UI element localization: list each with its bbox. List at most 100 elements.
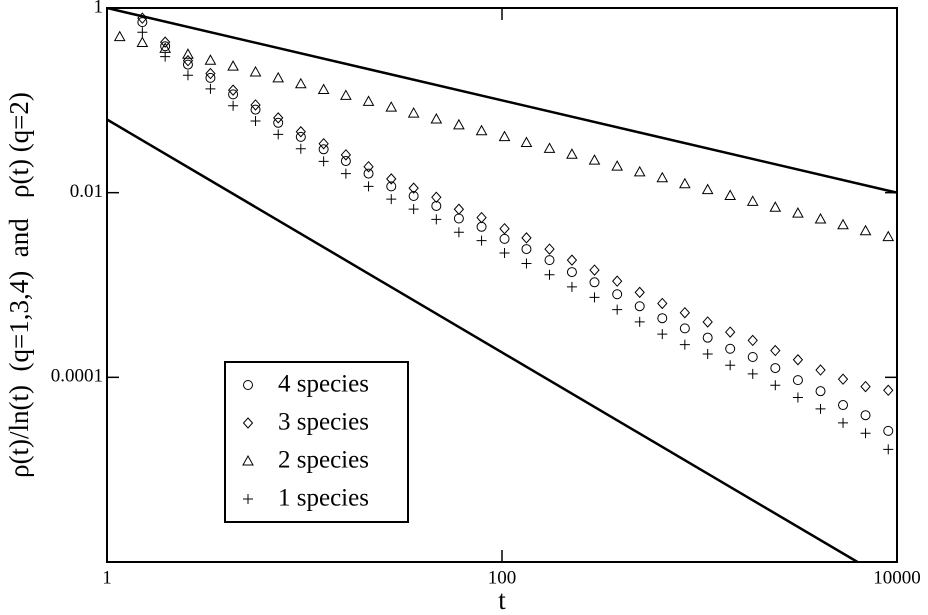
marker [340, 168, 351, 179]
marker [860, 380, 871, 393]
marker [634, 286, 645, 299]
marker [317, 83, 330, 95]
marker [227, 60, 239, 71]
marker [769, 201, 782, 212]
marker [136, 36, 149, 48]
marker [113, 30, 126, 42]
marker [724, 189, 737, 200]
marker [679, 323, 690, 334]
marker [634, 316, 645, 327]
marker [838, 417, 849, 428]
marker [543, 142, 556, 153]
marker [227, 84, 239, 96]
marker [702, 348, 713, 359]
marker [499, 248, 510, 259]
marker [385, 101, 398, 112]
marker [273, 117, 284, 128]
marker [566, 267, 577, 278]
marker [318, 144, 329, 155]
marker [137, 27, 148, 38]
marker [747, 334, 758, 347]
marker [701, 183, 714, 195]
marker [883, 425, 894, 436]
marker [160, 41, 171, 52]
legend-label: 2 species [278, 447, 369, 474]
marker [702, 332, 713, 343]
marker [657, 329, 668, 340]
marker [476, 221, 487, 232]
y-tick-label: 1 [94, 0, 104, 17]
marker [612, 304, 623, 315]
marker [137, 12, 148, 24]
marker [544, 243, 555, 255]
reference-line [107, 118, 859, 562]
marker [702, 316, 713, 328]
marker [544, 255, 555, 266]
marker [566, 254, 578, 266]
legend-label: 4 species [278, 371, 369, 398]
marker [815, 386, 826, 397]
marker [340, 156, 351, 167]
marker [837, 218, 849, 230]
marker [431, 191, 442, 204]
marker [160, 51, 171, 62]
marker [476, 211, 487, 224]
marker [792, 392, 803, 403]
marker [679, 306, 691, 319]
marker [611, 160, 624, 171]
marker [612, 289, 623, 300]
legend-marker [243, 494, 253, 504]
y-tick-label: 0.0001 [51, 366, 103, 387]
marker [228, 100, 239, 111]
legend-marker [242, 454, 254, 466]
marker [746, 195, 759, 206]
marker [407, 107, 420, 118]
marker [137, 17, 148, 28]
marker [408, 182, 419, 194]
legend-marker [242, 417, 254, 429]
marker [498, 130, 511, 142]
marker [453, 118, 465, 130]
marker [815, 403, 826, 414]
marker [883, 384, 894, 397]
marker [205, 72, 216, 83]
marker [431, 214, 442, 225]
marker [633, 165, 646, 177]
marker [340, 149, 352, 161]
marker [386, 194, 397, 205]
legend-marker [243, 380, 253, 390]
marker [679, 339, 690, 350]
marker [589, 292, 600, 303]
marker [386, 173, 397, 185]
marker [228, 89, 239, 100]
marker [521, 244, 532, 255]
marker [679, 177, 691, 189]
marker [363, 181, 374, 192]
marker [295, 143, 306, 154]
marker [363, 160, 374, 173]
marker [362, 95, 375, 106]
marker [883, 444, 894, 455]
x-tick-label: 100 [488, 567, 517, 588]
marker [386, 181, 397, 192]
marker [520, 136, 533, 148]
marker [272, 71, 285, 83]
marker [249, 65, 262, 77]
marker [273, 112, 284, 124]
marker [250, 104, 261, 115]
marker [612, 275, 623, 287]
legend-label: 3 species [278, 409, 369, 436]
marker [499, 233, 510, 244]
marker [521, 258, 532, 269]
marker [318, 156, 329, 167]
marker [860, 410, 871, 421]
marker [814, 212, 827, 224]
marker [657, 297, 668, 310]
legend-label: 1 species [278, 485, 369, 512]
marker [453, 213, 464, 224]
marker [770, 380, 781, 391]
marker [815, 364, 826, 376]
marker [182, 59, 193, 70]
marker [159, 36, 171, 48]
legend-box [224, 361, 409, 523]
